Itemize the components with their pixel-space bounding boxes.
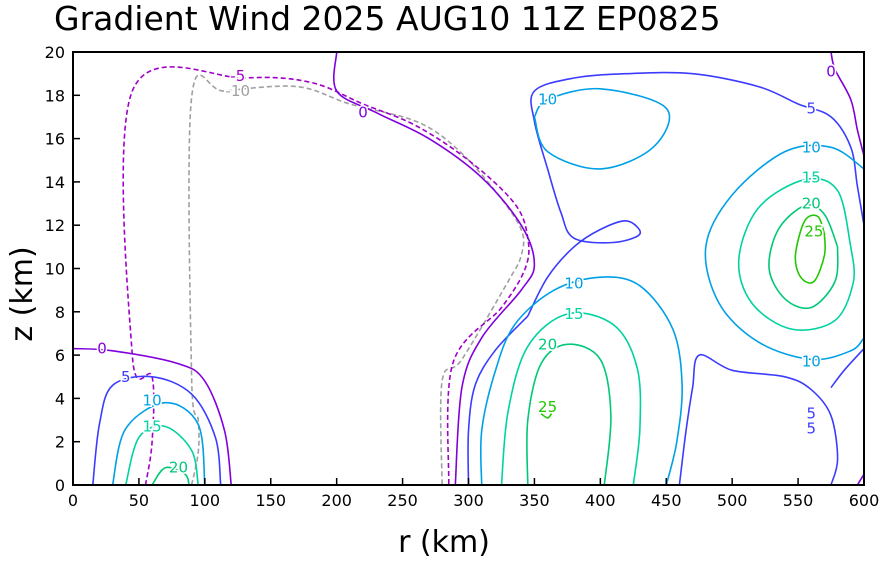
y-tick-label: 16 [45,130,65,149]
y-tick-label: 18 [45,86,65,105]
x-tick-label: 350 [519,491,550,510]
contour-line-10 [704,144,864,361]
x-tick-label: 100 [190,491,221,510]
y-tick-label: 20 [45,43,65,62]
contour-line-neg5 [122,66,530,485]
contour-line-15 [737,177,856,331]
contour-line-10 [533,87,671,170]
contour-label: 5 [806,405,816,423]
contour-label: 5 [121,368,131,386]
contour-layer [73,52,864,485]
contour-line-0 [332,52,536,485]
contour-line-neg10 [188,74,525,485]
x-tick-label: 50 [129,491,149,510]
contour-line-15 [500,312,642,485]
y-tick-label: 4 [55,389,65,408]
y-tick-label: 0 [55,476,65,495]
contour-line-5 [678,353,839,485]
y-tick-label: 2 [55,433,65,452]
contour-line-20 [768,204,839,310]
contour-label: 5 [806,420,816,438]
contour-line-5 [467,315,529,485]
contour-label: 5 [806,99,816,117]
contour-label: 10 [802,138,821,156]
contour-label: 20 [169,459,188,477]
x-tick-label: 450 [651,491,682,510]
contour-label: 10 [143,392,162,410]
contour-line-0 [73,347,232,485]
contour-label: 0 [358,104,368,122]
x-tick-label: 300 [453,491,484,510]
y-tick-label: 10 [45,260,65,279]
contour-line-0 [830,52,864,157]
x-axis-label: r (km) [398,525,490,560]
contour-label: 20 [538,335,557,353]
x-tick-label: 200 [321,491,352,510]
y-axis: 0 2 4 6 8 10 12 14 16 18 20 [45,43,80,495]
contour-label: 10 [564,275,583,293]
contour-line-25 [540,412,553,419]
contour-line-10 [479,276,683,485]
contour-label: 0 [97,340,107,358]
contour-line-25 [794,214,826,284]
contour-line-15 [124,425,199,485]
y-tick-label: 14 [45,173,65,192]
contour-label: 20 [802,195,821,213]
x-tick-label: 600 [849,491,879,510]
chart-title: Gradient Wind 2025 AUG10 11Z EP0825 [54,0,721,38]
contour-line-10 [111,401,206,485]
contour-line-5 [527,71,864,317]
contour-label: 15 [564,305,583,323]
contour-line-20 [526,343,612,485]
contour-line-5 [830,348,864,389]
contour-label: -5 [230,67,245,85]
contour-label: 10 [538,91,557,109]
y-axis-label: z (km) [5,246,40,341]
contour-label: 15 [143,418,162,436]
x-tick-label: 500 [717,491,748,510]
contour-label: 15 [802,169,821,187]
contour-label: 25 [538,398,557,416]
contour-label: 0 [826,62,836,80]
contour-line-20 [151,466,190,485]
y-tick-label: 6 [55,346,65,365]
x-tick-label: 400 [585,491,616,510]
y-tick-label: 12 [45,216,65,235]
x-tick-label: 150 [255,491,286,510]
x-tick-label: 250 [387,491,418,510]
contour-label: -10 [226,82,251,100]
contour-label: 10 [802,353,821,371]
x-axis: 0 50 100 150 200 250 300 350 400 450 500 550 600 [68,478,879,510]
plot-frame [72,51,865,486]
x-tick-label: 550 [783,491,814,510]
y-tick-label: 8 [55,303,65,322]
contour-line-5 [92,375,222,485]
x-tick-label: 0 [68,491,78,510]
contour-label: 25 [804,223,823,241]
